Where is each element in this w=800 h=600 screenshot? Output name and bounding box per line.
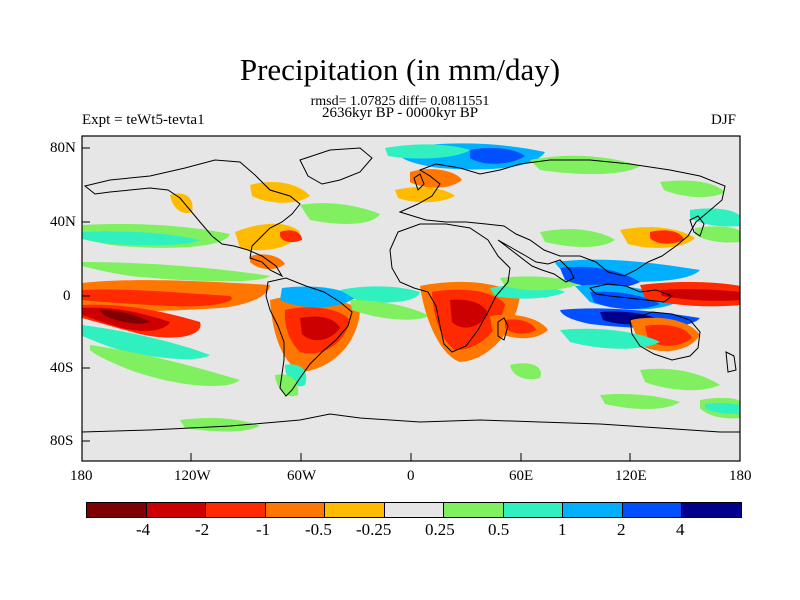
patch-southern-ocean-cyan — [705, 403, 740, 414]
lon-tick-120w: 120W — [174, 468, 211, 484]
coastline-australia — [629, 311, 701, 361]
patch-mediterranean-orange — [395, 187, 455, 203]
patch-southern-ocean-green-mid — [180, 418, 260, 432]
patch-east-asia-red — [650, 230, 684, 244]
coastline-eurasia — [398, 159, 726, 277]
patch-south-pacific-green — [90, 345, 240, 386]
patch-sa-lightblue — [280, 286, 355, 308]
lon-tick-marks — [81, 453, 741, 461]
lat-tick-40n: 40N — [50, 214, 76, 230]
lon-tick-120e: 120E — [615, 468, 647, 484]
period-subtitle: 2636kyr BP - 0000kyr BP — [321, 105, 479, 121]
patch-north-pacific-cyan — [82, 231, 200, 246]
lon-tick-180w: 180 — [70, 468, 93, 484]
patch-east-pacific-red — [82, 289, 232, 307]
patch-north-atlantic-orange — [235, 223, 300, 251]
colorbar-swatch — [622, 503, 683, 517]
colorbar-label: -0.5 — [305, 520, 332, 539]
colorbar-swatch — [325, 503, 385, 517]
lat-tick-0: 0 — [63, 288, 71, 304]
colorbar-swatch — [444, 503, 504, 517]
patch-pacific-darkest — [100, 310, 150, 324]
patch-africa-dark — [450, 299, 488, 328]
colorbar-label: -1 — [256, 520, 271, 539]
coastline-antarctica — [81, 413, 740, 433]
patch-south-australia-green — [640, 368, 720, 391]
colorbar-swatch — [384, 503, 445, 517]
colorbar-swatch — [563, 503, 623, 517]
colorbar-label: 0.25 — [425, 520, 455, 539]
patch-north-atlantic-green — [300, 203, 380, 224]
patch-europe-orange — [410, 169, 462, 188]
colorbar-swatch — [682, 503, 742, 517]
colorbar-swatch — [503, 503, 564, 517]
coastline-indonesia — [589, 283, 674, 303]
colorbar-swatch — [87, 503, 147, 517]
coastline-new-zealand — [725, 351, 737, 373]
patch-arctic-blue — [470, 148, 525, 164]
coastline-north-america — [83, 159, 301, 278]
patch-southern-ocean-green-left — [600, 393, 680, 409]
patch-indian-ocean-green — [500, 276, 580, 291]
patch-west-pacific-dark — [660, 289, 740, 301]
patch-south-indian-green — [510, 363, 541, 380]
lat-tick-marks — [82, 147, 90, 442]
stats-subtitle: rmsd= 1.07825 diff= 0.0811551 — [310, 94, 490, 109]
colorbar-label: -0.25 — [356, 520, 392, 539]
patch-north-tropic-green — [82, 262, 270, 282]
colorbar-label: 2 — [617, 520, 626, 539]
patch-north-america-east-orange — [250, 182, 310, 203]
patch-north-america-orange — [170, 193, 193, 214]
lat-tick-80n: 80N — [50, 140, 76, 156]
colorbar-label: -4 — [136, 520, 151, 539]
patch-atlantic-cyan — [340, 286, 420, 303]
lon-tick-180e: 180 — [729, 468, 752, 484]
coastline-south-america — [265, 277, 353, 397]
patch-arctic-cyan — [385, 144, 470, 159]
map-title: Precipitation (in mm/day) — [239, 52, 561, 87]
coastline-africa — [389, 223, 511, 353]
patch-amazon-dark — [300, 316, 340, 341]
experiment-label: Expt = teWt5-tevta1 — [82, 112, 205, 128]
lat-tick-80s: 80S — [50, 433, 74, 449]
colorbar-label: 1 — [558, 520, 567, 539]
coastline-arabia-india — [497, 239, 575, 283]
patch-indonesia-blue — [560, 266, 640, 289]
patch-africa-east-red — [505, 319, 536, 334]
patch-north-indian-green — [540, 229, 615, 247]
coastlines — [81, 147, 740, 433]
patch-north-atlantic-red — [280, 230, 302, 243]
patch-nw-pacific-green — [695, 226, 740, 243]
colorbar-swatch — [265, 503, 326, 517]
colorbar-swatch — [206, 503, 266, 517]
colorbar-label: 4 — [676, 520, 685, 539]
patch-caribbean-orange — [250, 254, 285, 270]
season-label: DJF — [711, 112, 737, 128]
lon-tick-0: 0 — [407, 468, 415, 484]
colorbar-label: 0.5 — [488, 520, 510, 539]
anomaly-patches — [82, 143, 740, 432]
patch-atlantic-green — [350, 300, 430, 320]
coastline-greenland — [299, 147, 373, 185]
lat-tick-40s: 40S — [50, 360, 74, 376]
lon-tick-60e: 60E — [509, 468, 534, 484]
colorbar-swatch — [146, 503, 207, 517]
colorbar-label: -2 — [195, 520, 210, 539]
patch-south-indian-ocean-cyan — [560, 328, 660, 349]
colorbar — [86, 502, 742, 518]
patch-siberia-green — [660, 180, 725, 198]
coastline-madagascar — [497, 317, 509, 341]
lon-tick-60w: 60W — [287, 468, 317, 484]
coastline-uk — [413, 173, 425, 191]
coastline-japan — [689, 215, 705, 237]
patch-south-pacific-cyan — [82, 325, 210, 360]
